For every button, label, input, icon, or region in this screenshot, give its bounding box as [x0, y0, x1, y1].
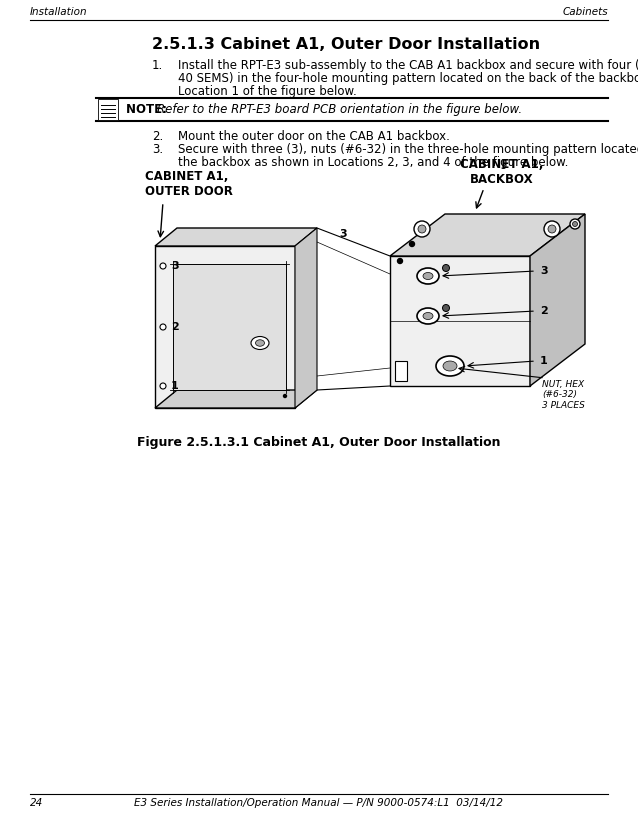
Text: E3 Series Installation/Operation Manual — P/N 9000-0574:L1  03/14/12: E3 Series Installation/Operation Manual … [135, 798, 503, 808]
Polygon shape [155, 246, 295, 408]
Text: 2: 2 [171, 322, 179, 332]
Ellipse shape [443, 361, 457, 371]
Polygon shape [173, 264, 286, 390]
Text: 2.5.1.3 Cabinet A1, Outer Door Installation: 2.5.1.3 Cabinet A1, Outer Door Installat… [152, 37, 540, 52]
Ellipse shape [436, 356, 464, 376]
Text: Install the RPT-E3 sub-assembly to the CAB A1 backbox and secure with four (4), : Install the RPT-E3 sub-assembly to the C… [178, 59, 638, 72]
Polygon shape [155, 228, 317, 246]
Text: Secure with three (3), nuts (#6-32) in the three-hole mounting pattern located o: Secure with three (3), nuts (#6-32) in t… [178, 143, 638, 156]
Circle shape [410, 241, 415, 246]
Text: 40 SEMS) in the four-hole mounting pattern located on the back of the backbox as: 40 SEMS) in the four-hole mounting patte… [178, 72, 638, 85]
Text: 3: 3 [540, 266, 547, 276]
Circle shape [283, 395, 286, 397]
Text: Installation: Installation [30, 7, 87, 17]
Text: Figure 2.5.1.3.1 Cabinet A1, Outer Door Installation: Figure 2.5.1.3.1 Cabinet A1, Outer Door … [137, 436, 501, 449]
Ellipse shape [251, 336, 269, 349]
Text: 2: 2 [540, 306, 548, 316]
Text: 3: 3 [339, 229, 347, 239]
Text: 3: 3 [171, 261, 179, 271]
Text: 1.: 1. [152, 59, 163, 72]
Circle shape [443, 264, 450, 272]
Text: 3.: 3. [152, 143, 163, 156]
Bar [395, 361, 407, 381]
Ellipse shape [423, 273, 433, 279]
Text: CABINET A1,
OUTER DOOR: CABINET A1, OUTER DOOR [145, 170, 233, 198]
Circle shape [572, 221, 577, 226]
Ellipse shape [255, 339, 265, 346]
Circle shape [160, 324, 166, 330]
Text: NUT, HEX
(#6-32)
3 PLACES: NUT, HEX (#6-32) 3 PLACES [542, 380, 585, 410]
Circle shape [160, 263, 166, 269]
Text: 24: 24 [30, 798, 43, 808]
Text: Location 1 of the figure below.: Location 1 of the figure below. [178, 85, 357, 98]
Polygon shape [155, 390, 317, 408]
Ellipse shape [417, 308, 439, 324]
Bar [98, 99, 118, 120]
Text: the backbox as shown in Locations 2, 3, and 4 of the figure below.: the backbox as shown in Locations 2, 3, … [178, 156, 568, 169]
Polygon shape [390, 256, 530, 386]
Text: CABINET A1,
BACKBOX: CABINET A1, BACKBOX [460, 158, 544, 186]
Text: 1: 1 [540, 356, 548, 366]
Circle shape [443, 305, 450, 311]
Polygon shape [295, 228, 317, 408]
Text: 1: 1 [171, 381, 179, 391]
Ellipse shape [423, 312, 433, 320]
Text: Mount the outer door on the CAB A1 backbox.: Mount the outer door on the CAB A1 backb… [178, 130, 450, 143]
Text: Refer to the RPT-E3 board PCB orientation in the figure below.: Refer to the RPT-E3 board PCB orientatio… [157, 103, 522, 116]
Text: NOTE:: NOTE: [126, 103, 171, 116]
Circle shape [397, 259, 403, 263]
Circle shape [414, 221, 430, 237]
Text: Cabinets: Cabinets [562, 7, 608, 17]
Ellipse shape [417, 268, 439, 284]
Text: 2.: 2. [152, 130, 163, 143]
Circle shape [570, 219, 580, 229]
Circle shape [418, 225, 426, 233]
Circle shape [548, 225, 556, 233]
Circle shape [160, 383, 166, 389]
Polygon shape [390, 214, 585, 256]
Polygon shape [530, 214, 585, 386]
Circle shape [544, 221, 560, 237]
